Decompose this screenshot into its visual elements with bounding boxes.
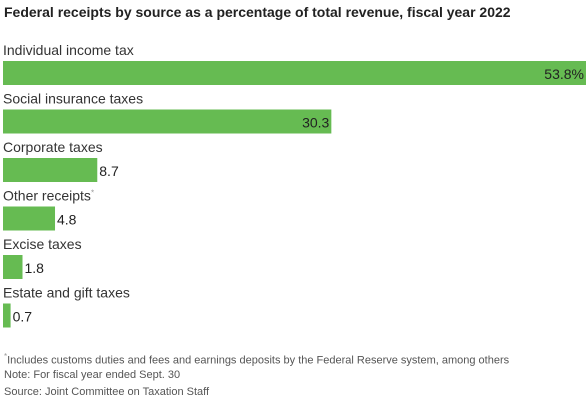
bar bbox=[3, 61, 586, 85]
chart-title: Federal receipts by source as a percenta… bbox=[4, 4, 511, 20]
footnote-mark: * bbox=[91, 189, 94, 198]
value-label: 30.3 bbox=[302, 115, 329, 131]
value-label: 8.7 bbox=[99, 163, 119, 179]
category-label: Social insurance taxes bbox=[3, 91, 143, 107]
category-label: Estate and gift taxes bbox=[3, 285, 130, 301]
footnote: *Includes customs duties and fees and ea… bbox=[4, 352, 509, 367]
bar bbox=[3, 206, 56, 231]
footnote-mark: * bbox=[4, 352, 8, 361]
value-label: 4.8 bbox=[57, 212, 77, 228]
bar bbox=[3, 255, 23, 279]
bar bbox=[3, 303, 11, 328]
value-label: 1.8 bbox=[25, 260, 45, 276]
category-label: Individual income tax bbox=[3, 42, 134, 58]
bar bbox=[3, 109, 332, 134]
note-text: Note: For fiscal year ended Sept. 30 bbox=[4, 369, 181, 381]
bar-chart: Individual income tax 53.8% Social insuran… bbox=[3, 42, 586, 328]
value-label: 0.7 bbox=[13, 309, 33, 325]
bar bbox=[3, 158, 98, 182]
footnote-text: Includes customs duties and fees and ear… bbox=[7, 354, 510, 367]
source-text: Source: Joint Committee on Taxation Staf… bbox=[4, 386, 210, 398]
value-label: 53.8% bbox=[544, 66, 584, 82]
category-label: Corporate taxes bbox=[3, 139, 103, 155]
category-label: Other receipts* bbox=[3, 188, 94, 204]
category-label: Excise taxes bbox=[3, 236, 82, 252]
